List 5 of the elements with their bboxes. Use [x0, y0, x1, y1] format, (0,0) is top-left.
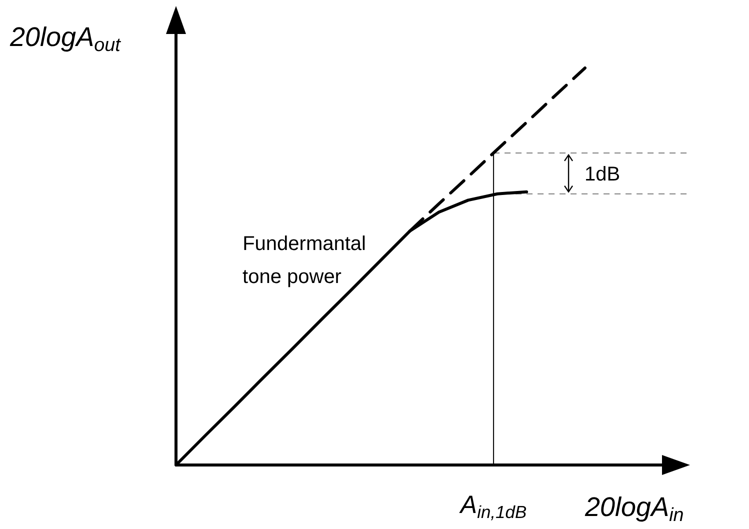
annotation: A$_{in,1dB}$: [458, 491, 528, 522]
series-label: Fundermantal tone power: [242, 233, 366, 288]
annotation: 1dB: [584, 163, 620, 186]
x-axis-title: 20logA$_{in}$: [584, 492, 684, 526]
y-axis-title: 20logA$_{out}$: [9, 22, 122, 56]
